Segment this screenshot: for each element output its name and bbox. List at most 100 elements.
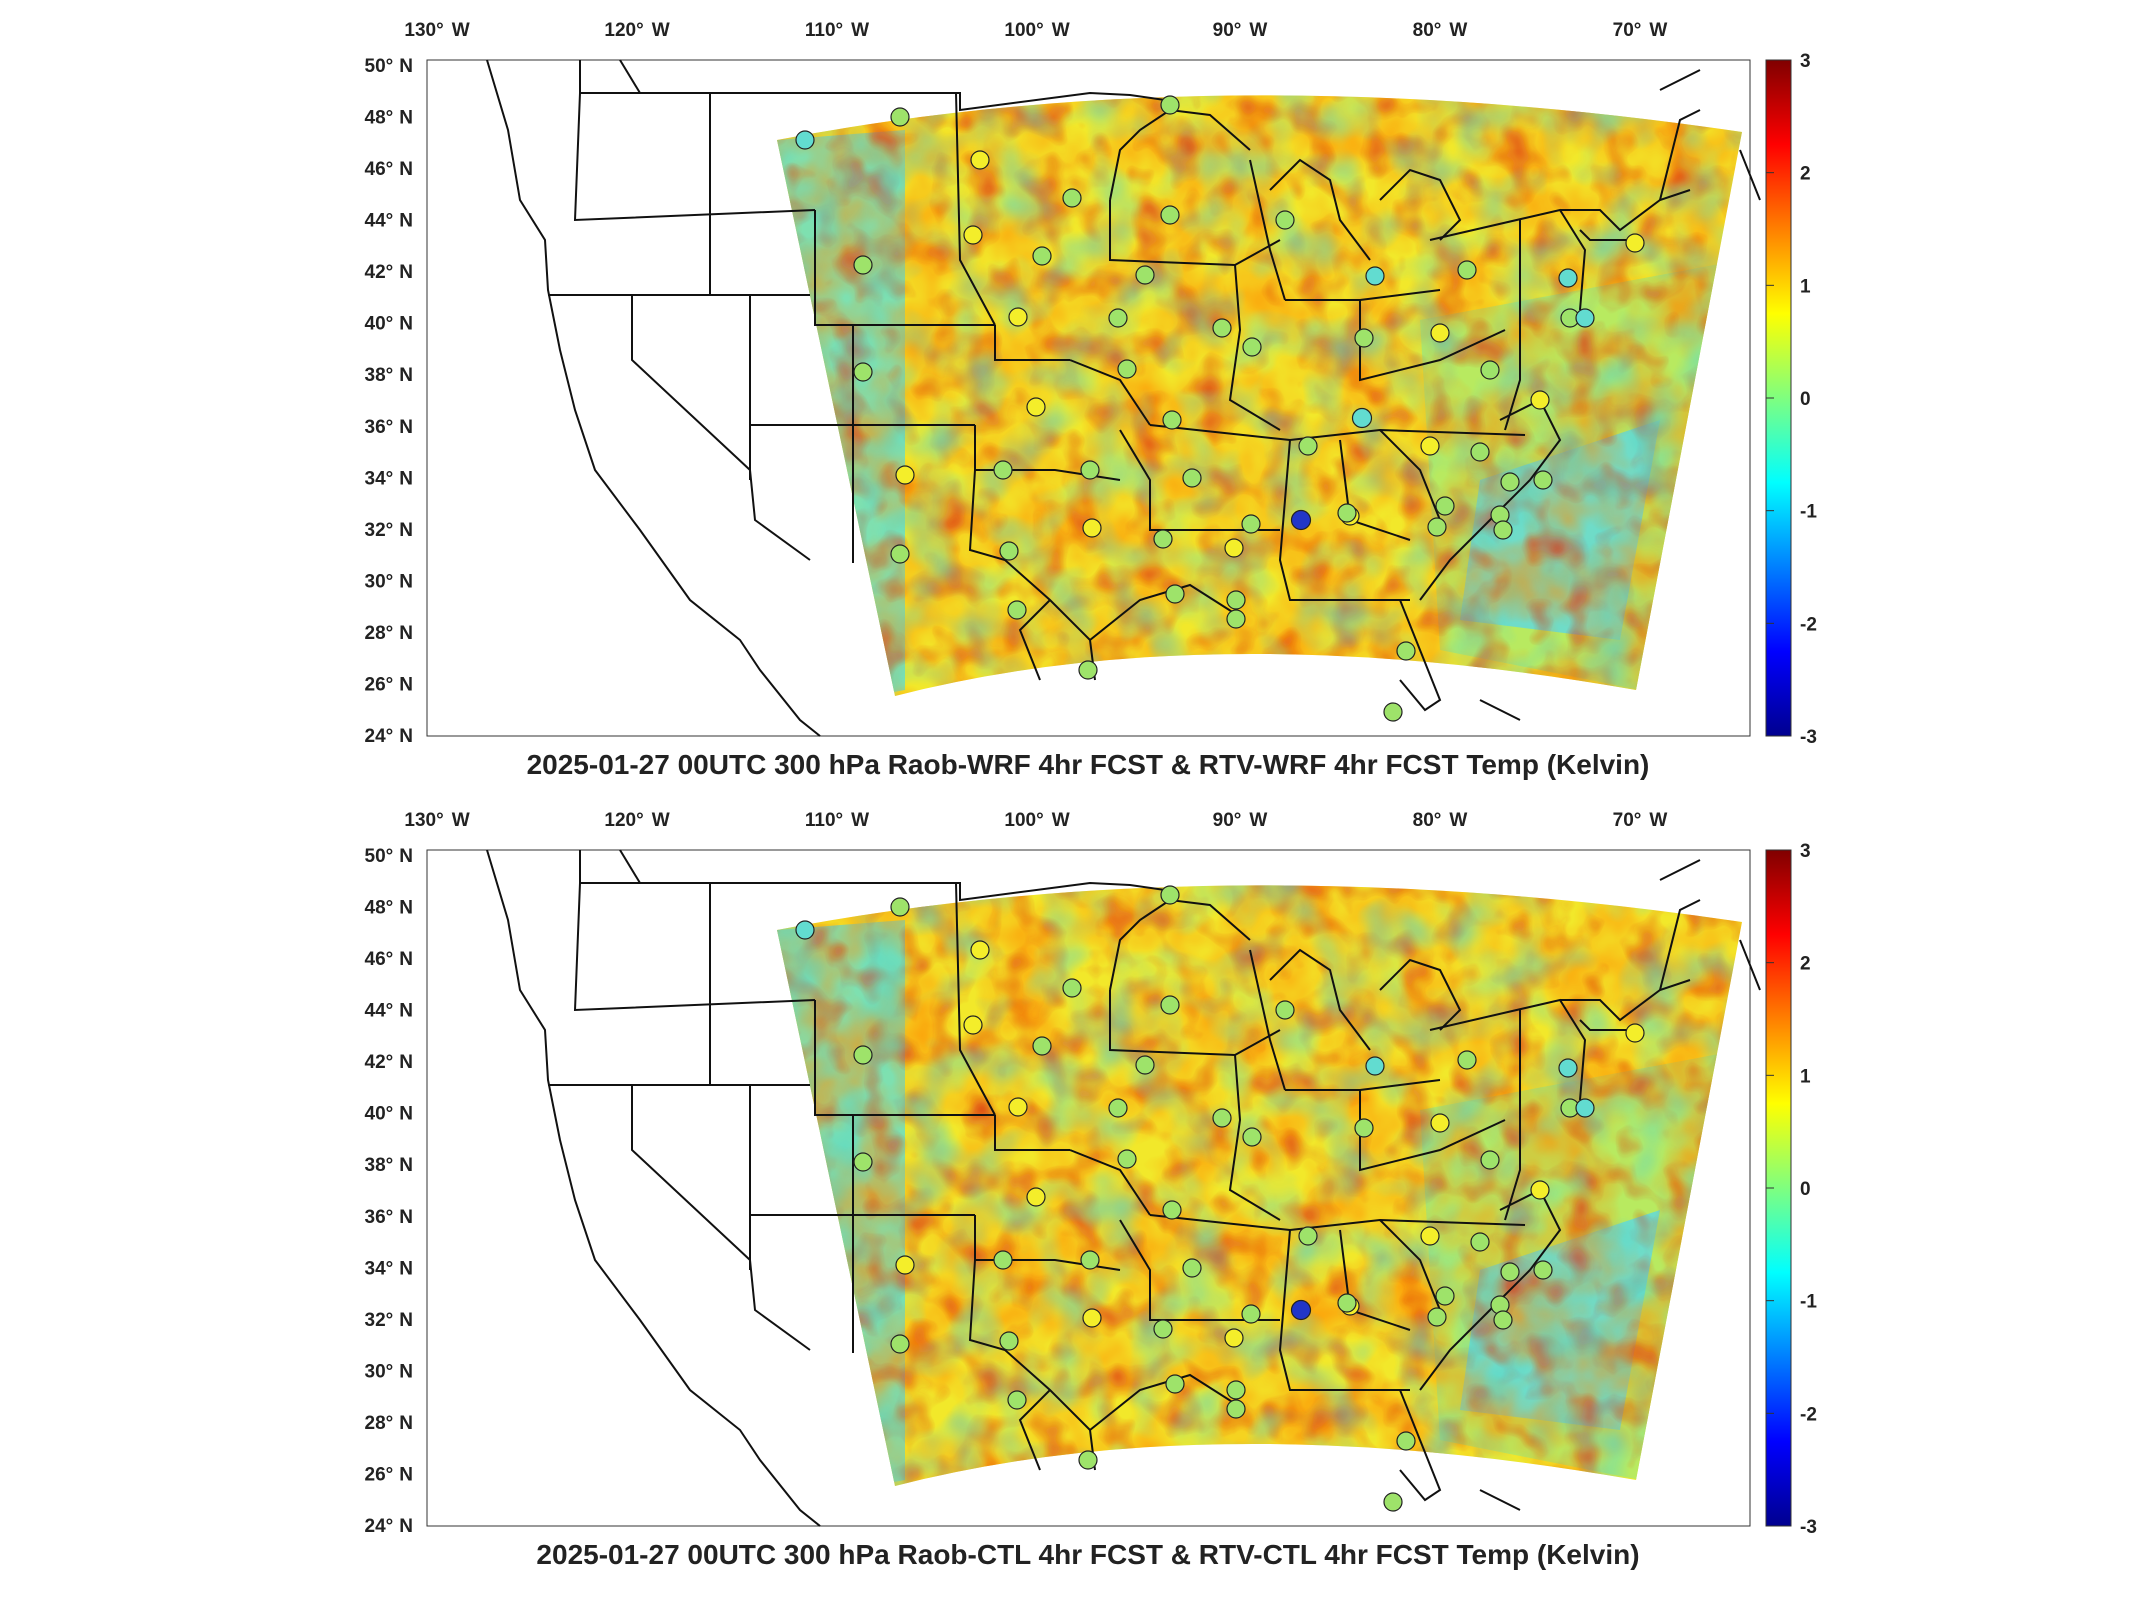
latitude-label: 36° N (365, 417, 413, 438)
raob-station-marker (1108, 1098, 1128, 1118)
raob-station-marker (1470, 442, 1490, 462)
raob-station-marker (1080, 1250, 1100, 1270)
raob-station-marker (993, 460, 1013, 480)
raob-station-marker (853, 1045, 873, 1065)
latitude-label: 34° N (365, 1258, 413, 1279)
latitude-label: 34° N (365, 468, 413, 489)
latitude-label: 44° N (365, 1001, 413, 1022)
latitude-label: 50° N (365, 56, 413, 77)
panel-title-top: 2025-01-27 00UTC 300 hPa Raob-WRF 4hr FC… (527, 749, 1650, 780)
latitude-label: 26° N (365, 674, 413, 695)
colorbar-tick-label: -2 (1800, 1404, 1817, 1425)
longitude-label: 110° W (805, 810, 869, 831)
raob-station-marker (1470, 1232, 1490, 1252)
raob-station-marker (1430, 323, 1450, 343)
raob-station-marker (1365, 1056, 1385, 1076)
raob-station-marker (1008, 307, 1028, 327)
raob-station-marker (993, 1250, 1013, 1270)
latitude-labels: 50° N 48° N 46° N 44° N 42° N 40° N 38° N 36° N 34° N 32° N… (365, 56, 413, 747)
map-panel-bottom: 50° N 48° N 46° N 44° N 42° N 40° N 38° N 36° N 34° N 32° N… (365, 810, 1818, 1570)
raob-station-marker (963, 1015, 983, 1035)
raob-station-marker (1160, 885, 1180, 905)
raob-station-marker (1457, 1050, 1477, 1070)
raob-station-marker (1162, 410, 1182, 430)
raob-station-marker (1420, 436, 1440, 456)
longitude-label: 130° W (404, 810, 469, 831)
raob-station-marker (1082, 518, 1102, 538)
latitude-label: 28° N (365, 1413, 413, 1434)
raob-station-marker (1026, 1187, 1046, 1207)
raob-station-marker (890, 1334, 910, 1354)
raob-station-marker (1212, 1108, 1232, 1128)
raob-station-marker (1160, 995, 1180, 1015)
raob-station-marker (890, 107, 910, 127)
raob-station-marker (1530, 1180, 1550, 1200)
raob-station-marker (1558, 268, 1578, 288)
raob-station-marker (1533, 470, 1553, 490)
raob-station-marker (1007, 600, 1027, 620)
latitude-label: 36° N (365, 1207, 413, 1228)
longitude-label: 70° W (1613, 20, 1668, 41)
latitude-label: 26° N (365, 1464, 413, 1485)
raob-station-marker (1224, 538, 1244, 558)
raob-station-marker (1135, 1055, 1155, 1075)
raob-station-marker (1275, 210, 1295, 230)
raob-station-marker (1383, 1492, 1403, 1512)
latitude-label: 40° N (365, 1104, 413, 1125)
raob-stations (795, 885, 1645, 1512)
raob-station-marker (1420, 1226, 1440, 1246)
raob-station-marker (1182, 1258, 1202, 1278)
raob-station-marker (1530, 390, 1550, 410)
raob-station-marker (1575, 308, 1595, 328)
raob-station-marker (1062, 978, 1082, 998)
latitude-label: 30° N (365, 1361, 413, 1382)
latitude-label: 38° N (365, 365, 413, 386)
longitude-label: 80° W (1413, 20, 1468, 41)
raob-station-marker (1533, 1260, 1553, 1280)
raob-station-marker (1625, 1023, 1645, 1043)
raob-station-marker (1354, 1118, 1374, 1138)
longitude-label: 110° W (805, 20, 869, 41)
raob-station-marker (1298, 436, 1318, 456)
colorbar-tick-label: 1 (1800, 1066, 1811, 1087)
colorbar-tick-label: -2 (1800, 614, 1817, 635)
longitude-labels: 130° W 120° W 110° W 100° W 90° W 80° W 70° W (404, 20, 1667, 41)
raob-station-marker (1241, 1304, 1261, 1324)
latitude-label: 24° N (365, 726, 413, 747)
raob-station-marker (1160, 95, 1180, 115)
raob-station-marker (1625, 233, 1645, 253)
latitude-label: 30° N (365, 571, 413, 592)
raob-station-marker (1480, 1150, 1500, 1170)
raob-station-marker (1165, 584, 1185, 604)
raob-station-marker (1108, 308, 1128, 328)
latitude-label: 32° N (365, 1310, 413, 1331)
raob-station-marker (963, 225, 983, 245)
colorbar-bottom: 3 2 1 0 -1 -2 -3 (1765, 841, 1817, 1538)
colorbar-tick-label: 2 (1800, 954, 1811, 975)
raob-station-marker (1493, 520, 1513, 540)
colorbar-tick-label: 3 (1800, 841, 1811, 862)
raob-station-marker (853, 1152, 873, 1172)
raob-station-marker (1032, 246, 1052, 266)
raob-station-marker (1457, 260, 1477, 280)
raob-station-marker (1212, 318, 1232, 338)
raob-station-marker (1007, 1390, 1027, 1410)
latitude-label: 24° N (365, 1516, 413, 1537)
latitude-label: 48° N (365, 108, 413, 129)
raob-station-marker (1153, 1319, 1173, 1339)
raob-station-marker (1396, 1431, 1416, 1451)
raob-station-marker (1224, 1328, 1244, 1348)
colorbar-tick-label: 3 (1800, 51, 1811, 72)
colorbar-tick-label: -1 (1800, 1292, 1817, 1313)
latitude-label: 46° N (365, 949, 413, 970)
longitude-label: 70° W (1613, 810, 1668, 831)
colorbar-tick-label: 0 (1800, 1179, 1811, 1200)
raob-station-marker (1383, 702, 1403, 722)
raob-station-marker (1575, 1098, 1595, 1118)
colorbar-tick-label: 0 (1800, 389, 1811, 410)
latitude-label: 50° N (365, 846, 413, 867)
raob-station-marker (890, 897, 910, 917)
raob-station-marker (1500, 472, 1520, 492)
raob-station-marker (795, 920, 815, 940)
